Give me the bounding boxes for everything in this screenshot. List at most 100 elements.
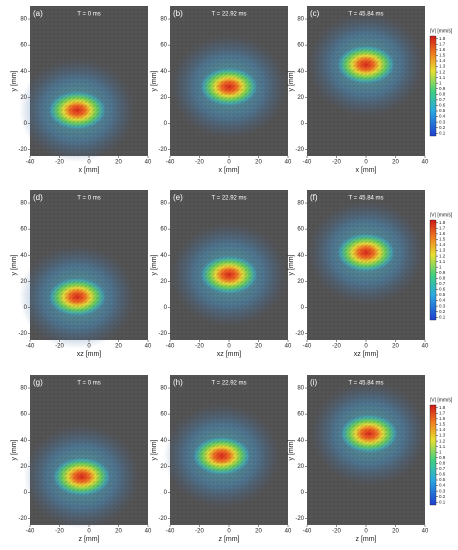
y-tick-label: 60 xyxy=(20,412,27,418)
x-tick-label: -20 xyxy=(332,529,341,535)
colorbar-tick-label: 0.9 xyxy=(439,455,446,460)
x-tick-label: 20 xyxy=(392,529,399,535)
y-tick-label: 0 xyxy=(164,490,168,496)
panel-title: T = 22.92 ms xyxy=(211,381,246,387)
x-tick-label: 40 xyxy=(285,344,292,350)
y-tick-label: -20 xyxy=(158,331,167,337)
colorbar-tick-label: 0.6 xyxy=(439,103,446,108)
y-tick-label: 20 xyxy=(20,464,27,470)
colorbar-tick-label: 1.8 xyxy=(439,36,446,41)
y-tick-label: 0 xyxy=(24,305,28,311)
y-tick-label: 80 xyxy=(20,386,27,392)
y-tick-label: -20 xyxy=(295,516,304,522)
colorbar-tick-label: 0.8 xyxy=(439,276,446,281)
y-tick-label: 0 xyxy=(301,305,305,311)
panel-label: (d) xyxy=(33,193,43,202)
panel-title: T = 22.92 ms xyxy=(211,12,246,18)
x-tick-label: 0 xyxy=(227,344,231,350)
y-tick-label: 40 xyxy=(20,438,27,444)
x-tick-label: 40 xyxy=(145,344,152,350)
y-tick-label: 0 xyxy=(301,490,305,496)
colorbar-tick-label: 1.3 xyxy=(439,248,446,253)
colorbar-tick-label: 0.3 xyxy=(439,303,446,308)
colorbar-tick-label: 1.4 xyxy=(439,242,446,247)
vector-texture xyxy=(170,190,288,340)
y-tick-label: -20 xyxy=(18,516,27,522)
panel: (g) T = 0 ms -40 -20 0 20 40 -20 0 20 40 60 80 z [mm]… xyxy=(11,375,152,543)
panel-label: (i) xyxy=(310,378,317,387)
x-tick-label: -40 xyxy=(303,344,312,350)
x-tick-label: 40 xyxy=(422,160,429,166)
y-tick-label: 60 xyxy=(160,412,167,418)
panel-title: T = 45.84 ms xyxy=(348,196,383,202)
x-tick-label: 0 xyxy=(364,160,368,166)
x-tick-label: 0 xyxy=(227,529,231,535)
x-axis-label: z [mm] xyxy=(219,536,240,543)
vector-texture xyxy=(170,6,288,156)
y-tick-label: 80 xyxy=(297,386,304,392)
colorbar-tick-label: 1.2 xyxy=(439,69,446,74)
colorbar-tick-label: 0.5 xyxy=(439,477,446,482)
x-axis-label: xz [mm] xyxy=(217,351,242,358)
y-tick-label: -20 xyxy=(295,331,304,337)
colorbar-tick-label: 0.2 xyxy=(439,309,446,314)
panel: (b) T = 22.92 ms -40 -20 0 20 40 -20 0 20 40 60 80 x … xyxy=(151,6,292,174)
colorbar-tick-label: 1.4 xyxy=(439,58,446,63)
y-axis-label: y [mm] xyxy=(288,254,295,275)
panel-title: T = 0 ms xyxy=(77,196,100,202)
y-tick-label: -20 xyxy=(18,331,27,337)
colorbar-tick-label: 1.5 xyxy=(439,53,446,58)
colorbar-tick-label: 0.6 xyxy=(439,472,446,477)
x-tick-label: -20 xyxy=(55,344,64,350)
y-tick-label: 60 xyxy=(160,227,167,233)
y-axis-label: y [mm] xyxy=(288,439,295,460)
y-tick-label: 20 xyxy=(297,464,304,470)
y-tick-label: 40 xyxy=(160,253,167,259)
colorbar-tick-label: 1 xyxy=(439,264,442,269)
y-axis-label: y [mm] xyxy=(11,70,18,91)
x-tick-label: 20 xyxy=(255,344,262,350)
panel: (c) T = 45.84 ms -40 -20 0 20 40 -20 0 20 40 60 80 x … xyxy=(288,6,453,174)
colorbar-tick-label: 1.6 xyxy=(439,416,446,421)
y-tick-label: 40 xyxy=(297,253,304,259)
x-axis-label: xz [mm] xyxy=(354,351,379,358)
panel-label: (h) xyxy=(173,378,183,387)
x-tick-label: -20 xyxy=(55,160,64,166)
colorbar-tick-label: 0.3 xyxy=(439,119,446,124)
y-tick-label: -20 xyxy=(158,147,167,153)
panel-label: (b) xyxy=(173,9,183,18)
x-axis-label: x [mm] xyxy=(356,167,377,174)
panel-title: T = 45.84 ms xyxy=(348,12,383,18)
y-axis-label: y [mm] xyxy=(11,254,18,275)
x-tick-label: 0 xyxy=(364,344,368,350)
vector-texture xyxy=(170,375,288,525)
colorbar-tick-label: 0.5 xyxy=(439,292,446,297)
y-tick-label: 20 xyxy=(297,95,304,101)
vector-texture xyxy=(30,190,148,340)
colorbar-tick-label: 0.3 xyxy=(439,488,446,493)
vector-texture xyxy=(30,6,148,156)
x-tick-label: -40 xyxy=(166,529,175,535)
y-tick-label: 0 xyxy=(301,121,305,127)
y-tick-label: 0 xyxy=(24,121,28,127)
x-axis-label: x [mm] xyxy=(219,167,240,174)
x-axis-label: z [mm] xyxy=(79,536,100,543)
x-tick-label: 20 xyxy=(115,529,122,535)
panel: (i) T = 45.84 ms -40 -20 0 20 40 -20 0 20 40 60 80 z … xyxy=(288,375,453,543)
x-tick-label: -40 xyxy=(166,344,175,350)
y-tick-label: 60 xyxy=(20,227,27,233)
y-tick-label: 20 xyxy=(297,279,304,285)
x-tick-label: -20 xyxy=(195,160,204,166)
panel-label: (c) xyxy=(310,9,320,18)
colorbar xyxy=(429,35,437,137)
colorbar-tick-label: 1.2 xyxy=(439,253,446,258)
colorbar-tick-label: 0.8 xyxy=(439,461,446,466)
x-axis-label: x [mm] xyxy=(79,167,100,174)
panel-label: (g) xyxy=(33,378,43,387)
panel-title: T = 0 ms xyxy=(77,381,100,387)
colorbar-tick-label: 0.4 xyxy=(439,483,446,488)
y-tick-label: 40 xyxy=(160,69,167,75)
colorbar xyxy=(429,219,437,321)
colorbar-title: |V| [mm/s] xyxy=(430,28,453,34)
